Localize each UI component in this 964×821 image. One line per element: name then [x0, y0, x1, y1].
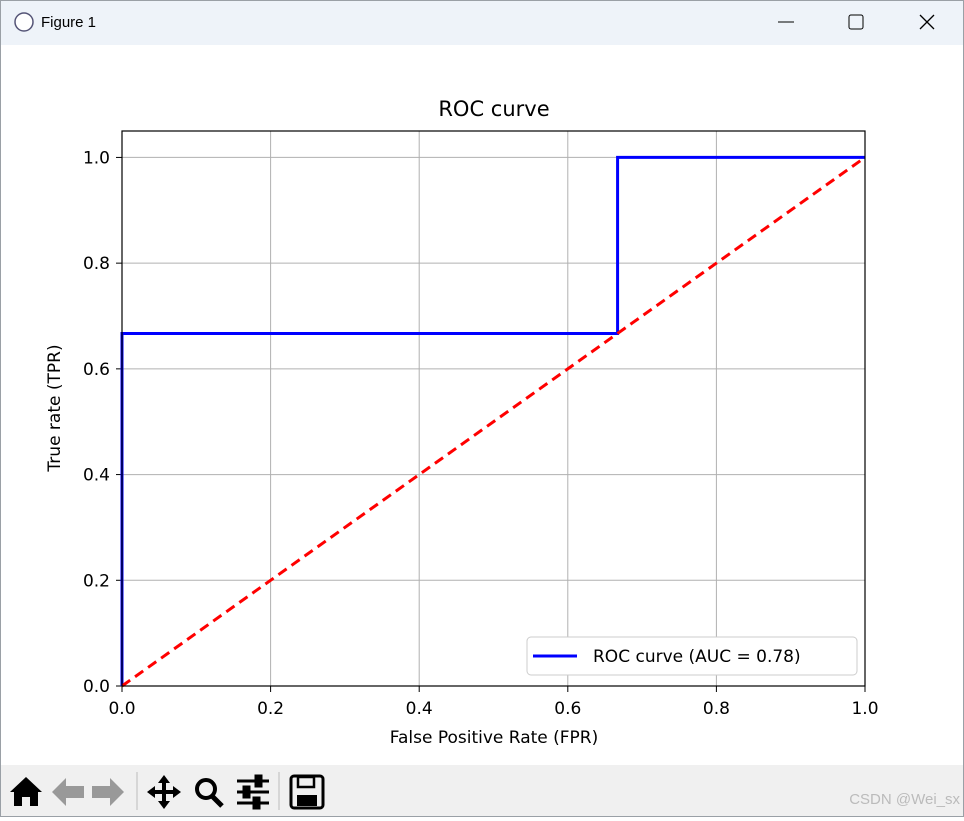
forward-button[interactable] [92, 778, 124, 806]
close-button[interactable] [919, 14, 935, 30]
plot-area: 0.0 0.2 0.4 0.6 0.8 1.0 0.0 0.2 0.4 0.6 0.8 1.0 ROC … [83, 130, 879, 719]
app-icon [14, 12, 34, 32]
legend-box [526, 636, 858, 676]
x-tick-label: 0.4 [406, 699, 433, 719]
y-tick-label: 0.4 [83, 466, 110, 486]
series-line [121, 156, 866, 688]
x-axis-label: False Positive Rate (FPR) [390, 728, 599, 748]
maximize-button[interactable] [848, 14, 864, 30]
zoom-button[interactable] [195, 778, 224, 808]
configure-button[interactable] [237, 774, 269, 810]
y-axis-label: True rate (TPR) [45, 344, 65, 472]
legend: ROC curve (AUC = 0.78) [526, 636, 858, 676]
axes-frame [121, 130, 866, 687]
y-tick-label: 0.2 [83, 571, 110, 591]
x-tick-label: 0.8 [703, 699, 730, 719]
x-tick-label: 0.0 [108, 699, 135, 719]
chart-title: ROC curve [438, 97, 549, 121]
y-tick-label: 0.8 [83, 254, 110, 274]
y-tick-label: 0.0 [83, 677, 110, 697]
toolbar [1, 765, 963, 816]
x-tick-label: 0.2 [257, 699, 284, 719]
toolbar-buttons [10, 774, 325, 810]
legend-label: ROC curve (AUC = 0.78) [593, 647, 801, 667]
y-tick-label: 0.6 [83, 360, 110, 380]
x-tick-label: 1.0 [851, 699, 878, 719]
pan-button[interactable] [147, 775, 181, 809]
watermark: CSDN @Wei_sx [849, 791, 960, 808]
home-button[interactable] [10, 777, 42, 806]
save-button[interactable] [289, 774, 325, 810]
x-tick-label: 0.6 [554, 699, 581, 719]
window-title: Figure 1 [41, 14, 96, 31]
back-button[interactable] [52, 778, 84, 806]
y-tick-label: 1.0 [83, 148, 110, 168]
title-bar [1, 1, 963, 45]
